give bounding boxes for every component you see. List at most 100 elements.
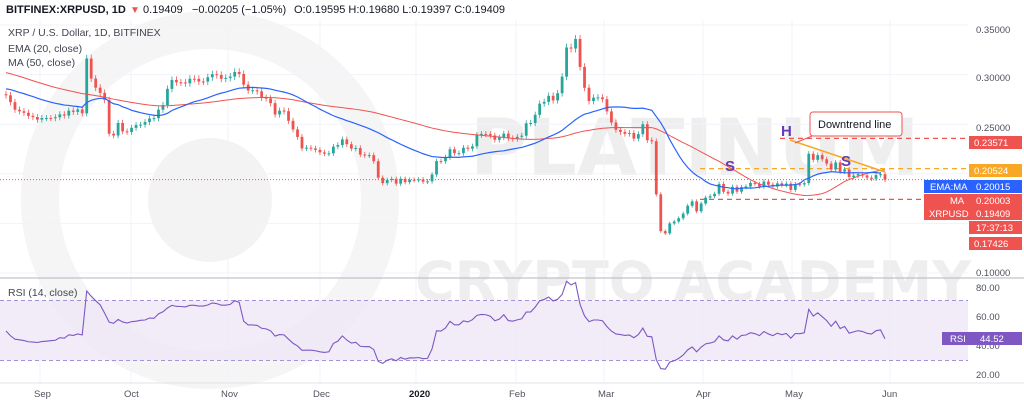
candle-body bbox=[574, 38, 577, 49]
candle-body bbox=[668, 223, 672, 234]
candle-body bbox=[53, 117, 57, 119]
candle-body bbox=[62, 114, 66, 116]
candle-body bbox=[820, 155, 824, 160]
candle-body bbox=[4, 94, 8, 96]
rsi-y-tick: 60.00 bbox=[976, 312, 1000, 323]
down-arrow-icon: ▼ bbox=[130, 5, 140, 16]
price-tag-label: XRPUSD bbox=[929, 209, 969, 220]
candle-body bbox=[533, 114, 537, 124]
candle-body bbox=[183, 82, 187, 84]
candle-body bbox=[484, 133, 488, 135]
candle-body bbox=[784, 183, 788, 186]
y-tick: 0.10000 bbox=[976, 268, 1010, 279]
candle-body bbox=[296, 129, 299, 137]
candle-body bbox=[139, 124, 142, 126]
candle-body bbox=[152, 118, 156, 120]
pair-legend: XRP / U.S. Dollar, 1D, BITFINEX bbox=[8, 27, 161, 39]
candle-body bbox=[112, 133, 116, 136]
candle-body bbox=[94, 78, 98, 88]
candle-body bbox=[798, 184, 802, 186]
candle-body bbox=[475, 134, 479, 147]
candle-body bbox=[601, 97, 604, 100]
candle-body bbox=[681, 213, 685, 219]
candle-body bbox=[161, 105, 165, 110]
candle-body bbox=[358, 148, 362, 155]
candle-body bbox=[228, 76, 232, 78]
candle-body bbox=[363, 154, 367, 156]
candle-body bbox=[251, 90, 255, 92]
candle-body bbox=[197, 78, 201, 82]
candle-body bbox=[506, 133, 510, 139]
candle-body bbox=[713, 193, 716, 197]
candle-body bbox=[767, 181, 770, 185]
candle-body bbox=[345, 139, 349, 145]
candle-body bbox=[44, 118, 48, 120]
candle-body bbox=[224, 77, 228, 79]
candle-body bbox=[879, 174, 882, 176]
candle-body bbox=[708, 196, 712, 198]
candle-body bbox=[493, 135, 497, 140]
candle-body bbox=[556, 93, 560, 101]
ema-line bbox=[5, 86, 881, 190]
candle-body bbox=[650, 140, 654, 142]
x-tick: Oct bbox=[124, 389, 139, 400]
candle-body bbox=[49, 118, 53, 120]
candle-body bbox=[412, 179, 416, 181]
ma-line bbox=[5, 72, 886, 196]
candle-body bbox=[76, 109, 80, 112]
candle-body bbox=[349, 144, 353, 149]
candle-body bbox=[282, 110, 286, 112]
candle-body bbox=[287, 111, 290, 121]
candle-body bbox=[22, 111, 26, 113]
candle-body bbox=[610, 111, 613, 123]
candle-body bbox=[430, 174, 434, 182]
downtrend-label: Downtrend line bbox=[818, 119, 891, 131]
level-lines bbox=[700, 137, 968, 200]
candle-body bbox=[36, 117, 39, 120]
candle-body bbox=[605, 99, 609, 112]
rsi-tag-value: 44.52 bbox=[980, 334, 1004, 345]
candle-body bbox=[13, 102, 17, 110]
level-tag-bg bbox=[969, 237, 1022, 250]
candle-body bbox=[457, 153, 461, 155]
candle-body bbox=[753, 182, 757, 185]
candle-body bbox=[488, 134, 492, 136]
candle-body bbox=[524, 123, 528, 136]
candle-body bbox=[690, 201, 694, 206]
price-tag-value: 0.19409 bbox=[976, 209, 1010, 220]
symbol-title: BITFINEX:XRPUSD, 1D bbox=[6, 4, 126, 16]
rsi-tag-label: RSI bbox=[950, 334, 966, 345]
candle-body bbox=[98, 87, 102, 93]
price-tag-bg bbox=[924, 207, 1022, 220]
callout-pointer bbox=[794, 135, 813, 144]
candle-body bbox=[762, 181, 766, 187]
candle-body bbox=[394, 178, 398, 184]
candle-body bbox=[466, 147, 470, 149]
candle-body bbox=[367, 155, 371, 157]
rsi-band bbox=[0, 300, 968, 361]
candle-body bbox=[596, 97, 600, 99]
ohlc-values: O:0.19595 H:0.19680 L:0.19397 C:0.19409 bbox=[294, 4, 505, 16]
candle-body bbox=[462, 147, 465, 154]
candle-body bbox=[538, 103, 542, 115]
candle-body bbox=[130, 127, 133, 133]
candle-body bbox=[529, 123, 533, 125]
last-price: 0.19409 bbox=[143, 4, 183, 16]
candle-body bbox=[547, 95, 551, 102]
right-shoulder-label: S bbox=[841, 153, 851, 170]
candle-body bbox=[166, 88, 169, 106]
rsi-pane: 80.00 60.00 40.00 20.00 RSI 44.52 RSI (1… bbox=[0, 280, 1022, 381]
candle-body bbox=[515, 136, 519, 139]
candle-body bbox=[659, 194, 663, 232]
candle-body bbox=[704, 197, 708, 204]
candle-body bbox=[654, 141, 658, 195]
candle-body bbox=[520, 135, 524, 137]
candle-body bbox=[825, 159, 829, 164]
candle-body bbox=[107, 99, 111, 134]
candle-body bbox=[838, 162, 842, 172]
candle-body bbox=[219, 74, 223, 79]
rsi-line bbox=[5, 280, 886, 370]
candle-body bbox=[192, 78, 196, 80]
candle-body bbox=[569, 47, 573, 49]
candle-body bbox=[793, 184, 797, 190]
